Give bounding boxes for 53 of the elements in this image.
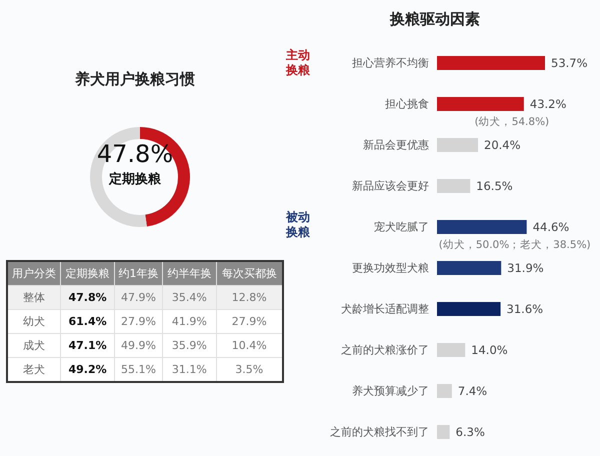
x-tick-label: 每次买都换 [216,261,283,286]
chart-title: 养犬用户换粮习惯 [74,70,196,90]
annotation: (幼犬，54.8%) [474,115,550,128]
data-label: 47.1% [60,334,114,358]
data-label: 31.9% [507,261,544,275]
y-tick-label: 养犬预算减少了 [352,384,429,398]
data-label: 16.5% [476,179,513,193]
text: 被动换粮 [286,210,311,240]
y-tick-label: 整体 [7,286,61,310]
data-label: 27.9% [114,310,163,334]
y-tick-label: 成犬 [7,334,61,358]
y-tick-label: 宠犬吃腻了 [374,220,429,234]
data-label: 20.4% [484,138,521,152]
y-tick-label: 新品会更优惠 [363,138,429,152]
data-label: 27.9% [216,310,283,334]
data-label: 47.8% [60,286,114,310]
y-tick-label: 之前的犬粮找不到了 [330,425,429,438]
data-label: 35.9% [162,334,216,358]
data-label: 10.4% [216,334,283,358]
data-label: 44.6% [532,220,570,234]
y-tick-label: 之前的犬粮涨价了 [341,343,429,356]
y-tick-label: 老犬 [7,358,61,382]
data-label: 31.1% [162,358,216,382]
y-tick-label: 担心营养不均衡 [352,56,429,70]
y-tick-label: 新品应该会更好 [352,179,429,192]
data-label: 55.1% [114,358,163,382]
data-label: 43.2% [530,97,566,111]
data-label: 49.9% [114,334,163,358]
data-label: 61.4% [60,310,114,334]
data-label: 53.7% [551,56,588,70]
data-label: 7.4% [458,384,488,398]
data-label: 31.6% [506,302,544,316]
data-label: 41.9% [162,310,216,334]
y-tick-label: 担心挑食 [385,97,429,110]
y-tick-label: 幼犬 [7,310,61,334]
x-tick-label: 定期换粮 [60,261,114,286]
data-label: 3.5% [216,358,283,382]
y-axis-title: 用户分类 [7,261,61,286]
text: 主动换粮 [286,48,311,78]
data-label: 35.4% [162,286,216,310]
y-tick-label: 更换功效型犬粮 [352,261,429,274]
data-label: 47.8% [96,140,174,168]
data-label: 49.2% [60,358,114,382]
data-label: 14.0% [471,343,508,357]
y-tick-label: 犬龄增长适配调整 [341,302,429,316]
annotation: (幼犬，50.0%；老犬，38.5%) [438,238,591,251]
x-tick-label: 约半年换 [162,261,216,286]
x-tick-label: 约1年换 [114,261,163,286]
slice-label: 定期换粮 [108,170,162,188]
data-label: 12.8% [216,286,283,310]
data-label: 6.3% [456,425,485,439]
chart-title: 换粮驱动因素 [388,10,481,29]
data-label: 47.9% [114,286,163,310]
